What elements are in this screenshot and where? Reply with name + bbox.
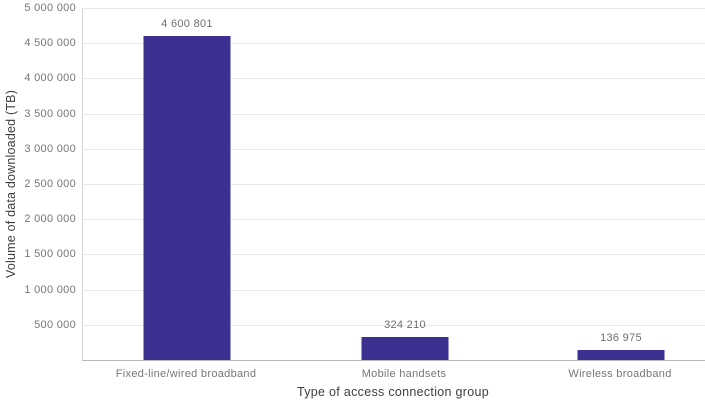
gridline — [83, 148, 705, 150]
plot-area: 4 600 801 324 210 136 975 — [82, 8, 705, 361]
x-axis-title: Type of access connection group — [296, 385, 490, 399]
y-tick-label: 3 000 000 — [24, 142, 76, 155]
gridline — [83, 219, 705, 221]
gridline — [83, 8, 705, 9]
bar-value-label: 4 600 801 — [161, 18, 213, 31]
bar-value-label: 324 210 — [384, 319, 426, 332]
gridline — [83, 184, 705, 185]
gridline — [83, 324, 705, 326]
y-tick-label: 5 000 000 — [24, 2, 76, 14]
bar-wireless-broadband — [577, 350, 665, 360]
y-tick-label: 4 000 000 — [24, 72, 76, 85]
bar-fixed-line-wired-broadband — [143, 36, 231, 360]
gridline — [83, 113, 705, 115]
x-category-label-fixed-line-wired-broadband: Fixed-line/wired broadband — [115, 368, 257, 380]
y-tick-label: 1 000 000 — [24, 283, 76, 296]
gridline — [83, 78, 705, 80]
gridline — [83, 43, 705, 45]
y-tick-label: 2 500 000 — [24, 178, 76, 190]
x-category-label-mobile-handsets: Mobile handsets — [361, 368, 447, 380]
y-axis-tick-labels: 5 000 000 4 500 000 4 000 000 3 500 000 3 00… — [0, 2, 76, 360]
y-tick-label: 500 000 — [34, 318, 76, 331]
y-tick-label: 1 500 000 — [24, 248, 76, 261]
gridline — [83, 289, 705, 291]
x-category-label-wireless-broadband: Wireless broadband — [568, 368, 672, 380]
bar-value-label: 136 975 — [600, 332, 642, 345]
y-tick-label: 4 500 000 — [24, 37, 76, 50]
y-tick-label: 3 500 000 — [24, 107, 76, 120]
y-tick-label: 2 000 000 — [24, 213, 76, 226]
bar-mobile-handsets — [361, 337, 449, 360]
gridline — [83, 254, 705, 256]
